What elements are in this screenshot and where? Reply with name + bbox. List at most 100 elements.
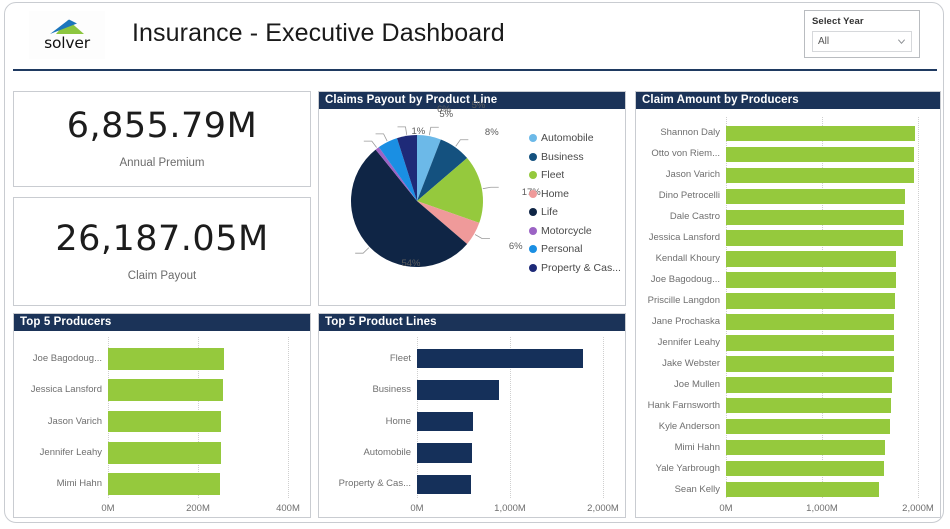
bar[interactable] [108,410,221,433]
bar-chart-top5-producers[interactable]: 0M 200M 400M Joe Bagodoug... Jessica Lansfor… [14,331,310,517]
bar-category-label: Otto von Riem... [651,149,720,159]
legend-item[interactable]: Property & Cas... [529,259,621,278]
bar[interactable] [108,473,221,496]
kpi-label: Claim Payout [127,269,197,282]
bar-category-label: Yale Yarbrough [655,463,720,474]
bar-category-label: Joe Bagodoug... [650,275,720,285]
grid-line [603,337,605,498]
legend-color-swatch [529,134,537,143]
legend-color-swatch [529,245,537,254]
legend-item[interactable]: Fleet [529,166,621,185]
bar[interactable] [417,380,500,400]
bar[interactable] [417,348,584,369]
chart-area: 0M 1,000M 2,000M Fleet Business Home Automobil… [319,331,625,517]
kpi-value: 6,855.79M [66,106,258,146]
legend-color-swatch [529,189,537,198]
bar-category-label: Joe Bagodoug... [32,353,102,364]
bar[interactable] [726,188,905,205]
legend-label: Personal [541,243,583,256]
panel-title: Top 5 Product Lines [319,314,625,331]
panel-title: Top 5 Producers [14,314,310,331]
legend-item[interactable]: Motorcycle [529,222,621,241]
year-dropdown[interactable]: All [812,31,912,52]
legend-label: Property & Cas... [541,261,621,274]
solver-triangle-logo [50,19,84,35]
pie-slice[interactable] [378,138,417,201]
bar-category-label: Home [385,416,411,426]
bar-category-label: Mimi Hahn [674,442,720,453]
solver-logo: solver [29,11,105,59]
pie-leader-line [363,140,377,148]
bar[interactable] [726,146,915,163]
legend-color-swatch [529,171,537,180]
bar[interactable] [108,347,225,370]
bar-category-label: Jason Varich [47,416,102,426]
pie-slice[interactable] [417,201,480,244]
bar-category-label: Jake Webster [662,358,720,369]
dashboard-header: solver Insurance - Executive Dashboard S… [5,3,943,71]
bar[interactable] [726,439,886,456]
pie-slice[interactable] [417,158,483,223]
legend-label: Home [541,187,570,200]
pie-percent-label: 6% [436,104,451,116]
pie-leader-line [455,139,469,147]
bar[interactable] [417,411,473,432]
bar[interactable] [417,474,471,495]
bar[interactable] [726,460,885,477]
bar[interactable] [726,293,896,309]
bar[interactable] [726,356,894,372]
bar[interactable] [726,167,914,184]
bar-chart-producers-all[interactable]: 0M 1,000M 2,000M Shannon Daly Otto von Riem.… [636,109,940,517]
legend-item[interactable]: Personal [529,240,621,259]
bar[interactable] [726,314,895,330]
bar[interactable] [726,481,879,498]
pie-slice[interactable] [351,149,468,267]
pie-percent-label: 1% [411,126,426,138]
panel-title: Claim Amount by Producers [636,92,940,109]
bar[interactable] [726,377,893,393]
bar[interactable] [417,443,472,463]
legend-item[interactable]: Life [529,203,621,222]
legend-color-swatch [529,226,537,235]
pie-percent-label: 54% [401,257,421,269]
pie-slice[interactable] [417,135,441,201]
pie-slice[interactable] [417,139,468,201]
panel-top-5-producers: Top 5 Producers 0M 200M 400M Joe Bagodoug..… [13,313,311,518]
kpi-label: Annual Premium [119,157,205,169]
bar[interactable] [726,251,897,267]
pie-percent-label: 6% [508,241,523,252]
bar[interactable] [726,272,896,288]
bar[interactable] [108,379,223,402]
legend-label: Business [541,150,584,163]
pie-chart[interactable] [321,109,541,294]
bar[interactable] [726,209,905,225]
legend-label: Life [541,206,558,219]
legend-label: Fleet [541,169,565,182]
pie-legend[interactable]: Automobile Business Fleet Home Life Motorcycl… [529,129,621,277]
bar[interactable] [726,230,903,246]
pie-leader-line [397,126,408,135]
bar[interactable] [108,441,221,464]
legend-color-swatch [529,208,537,217]
bar-category-label: Jennifer Leahy [39,447,102,458]
chevron-down-icon [897,39,906,45]
year-slicer-label: Select Year [812,16,864,27]
bar-category-label: Jennifer Leahy [657,337,720,348]
legend-item[interactable]: Business [529,148,621,167]
axis-tick-label: 200M [186,503,210,514]
legend-color-swatch [529,263,537,272]
pie-slice[interactable] [396,135,417,201]
bar[interactable] [726,398,892,414]
pie-slice[interactable] [375,147,417,201]
bar-chart-top5-lines[interactable]: 0M 1,000M 2,000M Fleet Business Home Automobil… [319,331,625,517]
pie-leader-line [355,247,370,254]
panel-top-5-product-lines: Top 5 Product Lines 0M 1,000M 2,000M Fleet B… [318,313,626,518]
year-slicer[interactable]: Select Year All [804,10,920,58]
bar[interactable] [726,335,894,351]
legend-item[interactable]: Home [529,185,621,204]
bar-category-label: Priscille Langdon [647,296,720,306]
bar[interactable] [726,418,891,435]
legend-item[interactable]: Automobile [529,129,621,148]
panel-title: Claims Payout by Product Line [319,92,625,109]
bar[interactable] [726,125,915,142]
